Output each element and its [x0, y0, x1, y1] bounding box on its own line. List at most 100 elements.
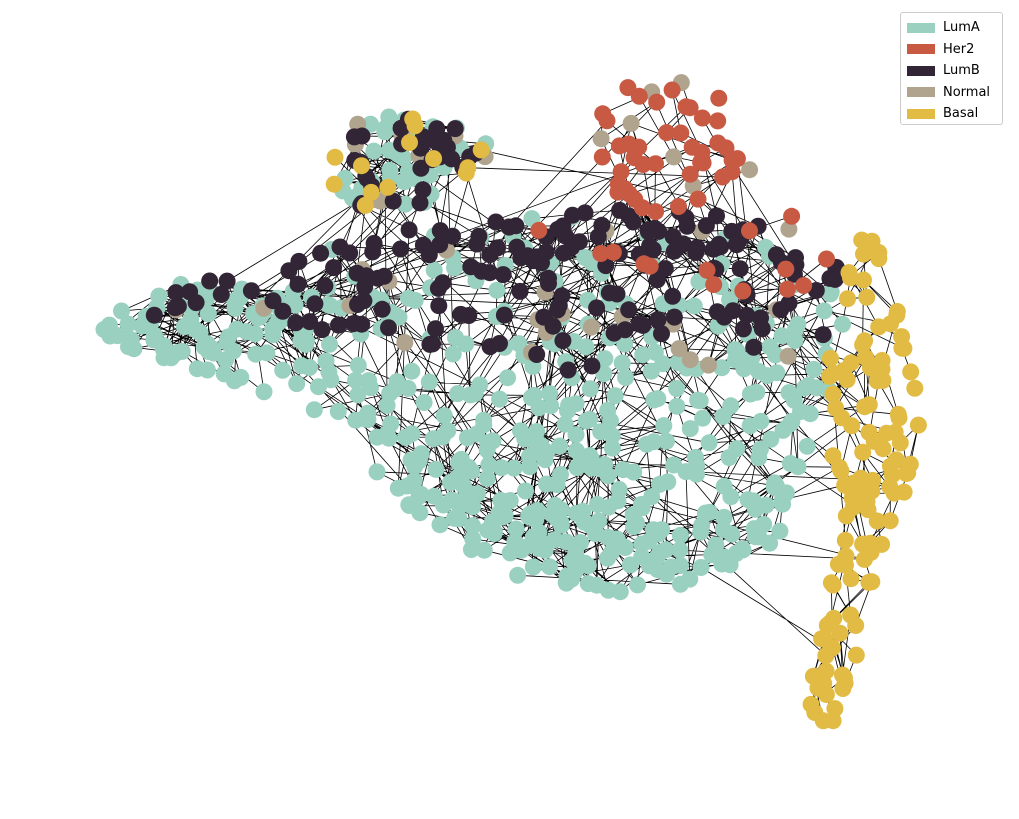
graph-node-her2 — [641, 257, 659, 275]
graph-node-luma — [288, 375, 306, 393]
graph-node-lumb — [537, 243, 555, 261]
graph-node-lumb — [444, 227, 461, 245]
graph-node-luma — [551, 437, 569, 455]
graph-node-luma — [625, 463, 643, 481]
graph-node-basal — [472, 141, 490, 159]
graph-node-basal — [833, 409, 851, 427]
graph-node-luma — [255, 383, 273, 401]
graph-node-luma — [173, 342, 191, 360]
graph-node-lumb — [373, 300, 391, 318]
graph-node-luma — [450, 510, 468, 528]
graph-node-luma — [468, 485, 486, 503]
graph-node-luma — [442, 473, 459, 491]
legend-label-normal: Normal — [943, 84, 991, 100]
graph-node-her2 — [658, 124, 676, 142]
graph-node-lumb — [427, 320, 444, 338]
graph-node-basal — [459, 159, 477, 177]
graph-node-lumb — [554, 244, 572, 262]
graph-node-lumb — [380, 319, 397, 337]
graph-node-luma — [521, 458, 539, 476]
graph-node-lumb — [364, 243, 382, 261]
graph-node-basal — [824, 385, 842, 403]
legend-swatch-luma — [907, 22, 935, 33]
graph-node-luma — [530, 539, 548, 557]
graph-node-lumb — [489, 239, 506, 257]
graph-node-basal — [870, 244, 888, 261]
graph-node-luma — [681, 420, 699, 438]
graph-node-basal — [844, 498, 862, 516]
graph-node-her2 — [689, 190, 707, 208]
graph-node-her2 — [677, 98, 695, 116]
graph-node-luma — [452, 450, 470, 468]
graph-node-lumb — [181, 283, 199, 301]
graph-node-her2 — [647, 155, 664, 173]
graph-node-luma — [557, 574, 575, 592]
graph-node-luma — [653, 521, 671, 539]
graph-node-luma — [359, 404, 377, 422]
graph-node-luma — [347, 371, 365, 389]
graph-node-basal — [895, 483, 913, 501]
graph-node-luma — [596, 350, 614, 368]
graph-node-lumb — [634, 316, 652, 334]
graph-node-basal — [893, 328, 911, 346]
graph-node-lumb — [145, 306, 163, 324]
graph-node-lumb — [620, 301, 638, 319]
graph-node-lumb — [535, 308, 553, 326]
graph-node-lumb — [431, 236, 449, 254]
graph-node-lumb — [553, 287, 571, 305]
graph-node-luma — [454, 477, 472, 495]
graph-node-lumb — [392, 119, 410, 137]
graph-node-luma — [125, 340, 143, 358]
legend-swatch-her2 — [907, 44, 935, 55]
graph-node-luma — [321, 335, 338, 353]
graph-node-basal — [902, 363, 920, 381]
graph-node-luma — [632, 496, 650, 513]
graph-node-normal — [670, 340, 688, 358]
graph-node-lumb — [201, 272, 219, 290]
graph-node-lumb — [767, 246, 785, 264]
graph-node-luma — [480, 456, 498, 474]
graph-node-luma — [198, 361, 216, 379]
graph-node-basal — [855, 271, 872, 289]
graph-node-basal — [832, 462, 850, 480]
graph-node-luma — [517, 482, 534, 500]
graph-node-lumb — [330, 316, 347, 334]
graph-node-her2 — [592, 245, 610, 262]
graph-node-lumb — [589, 228, 607, 246]
graph-node-luma — [591, 460, 609, 478]
graph-node-lumb — [487, 213, 505, 231]
graph-node-lumb — [570, 233, 588, 251]
graph-node-luma — [808, 379, 826, 397]
graph-node-lumb — [664, 287, 682, 305]
graph-node-luma — [786, 332, 804, 349]
graph-node-luma — [529, 443, 547, 461]
graph-node-her2 — [681, 165, 699, 183]
graph-node-lumb — [411, 194, 429, 212]
graph-node-luma — [613, 354, 631, 372]
graph-node-basal — [821, 349, 839, 367]
graph-node-luma — [608, 530, 626, 548]
graph-node-luma — [603, 439, 621, 457]
graph-node-luma — [715, 508, 733, 526]
graph-node-luma — [575, 513, 593, 531]
graph-node-luma — [509, 566, 527, 584]
graph-node-luma — [588, 496, 606, 513]
graph-node-luma — [616, 335, 634, 353]
graph-node-luma — [798, 437, 816, 455]
graph-node-basal — [886, 423, 904, 441]
graph-node-basal — [379, 178, 397, 196]
graph-node-lumb — [787, 249, 804, 267]
graph-node-lumb — [605, 324, 623, 342]
legend-label-luma: LumA — [943, 20, 980, 36]
graph-node-luma — [155, 349, 173, 367]
graph-node-luma — [572, 534, 589, 552]
graph-node-luma — [572, 452, 590, 469]
graph-node-basal — [856, 479, 874, 497]
graph-node-luma — [349, 356, 367, 374]
graph-node-luma — [293, 357, 311, 375]
graph-node-her2 — [620, 185, 638, 203]
graph-node-luma — [668, 380, 686, 397]
graph-node-lumb — [264, 292, 282, 310]
graph-node-luma — [634, 346, 652, 364]
graph-node-basal — [826, 700, 844, 718]
